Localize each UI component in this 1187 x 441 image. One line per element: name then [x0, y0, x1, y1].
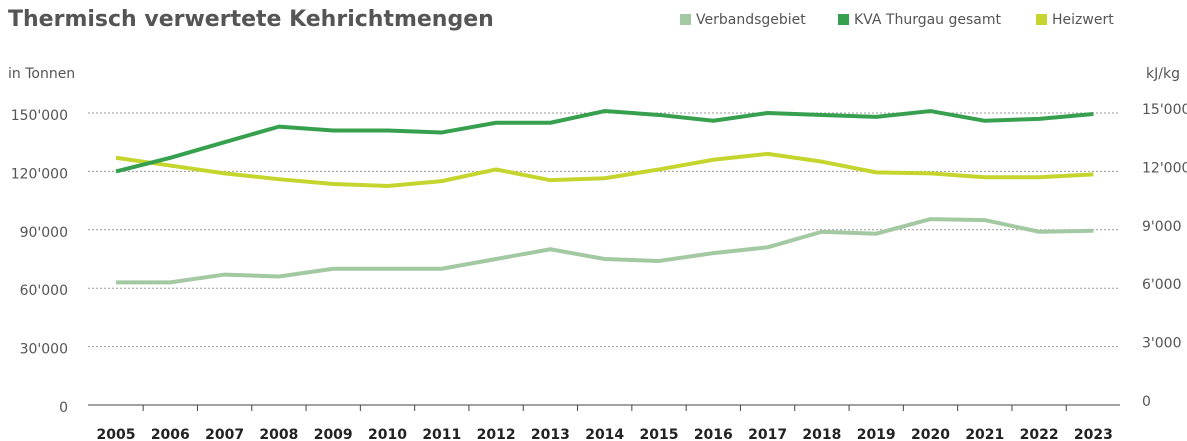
x-tick-label: 2019 — [857, 427, 896, 441]
x-tick-label: 2005 — [97, 427, 136, 441]
y-tick-label: 90'000 — [20, 225, 68, 241]
x-tick-label: 2016 — [694, 427, 733, 441]
series-line — [115, 109, 1094, 174]
legend-swatch — [680, 14, 691, 25]
x-tick-label: 2010 — [368, 427, 407, 441]
series-line — [116, 217, 1094, 285]
x-tick-label: 2012 — [477, 427, 516, 441]
y2-tick-label: 6'000 — [1142, 277, 1181, 293]
x-tick-label: 2018 — [802, 427, 841, 441]
y-tick-label: 120'000 — [11, 166, 68, 182]
x-tick-label: 2008 — [259, 427, 298, 441]
legend-swatch — [838, 14, 849, 25]
chart-title: Thermisch verwertete Kehrichtmengen — [8, 7, 494, 32]
x-tick-label: 2007 — [205, 427, 244, 441]
series-line — [115, 151, 1094, 188]
y-tick-label: 30'000 — [20, 342, 68, 358]
x-tick-label: 2021 — [965, 427, 1004, 441]
legend-label: Heizwert — [1052, 12, 1114, 28]
x-tick-label: 2015 — [640, 427, 679, 441]
x-tick-label: 2013 — [531, 427, 570, 441]
y-axis-label: in Tonnen — [8, 66, 75, 82]
y-tick-label: 150'000 — [11, 108, 68, 124]
legend-swatch — [1036, 14, 1047, 25]
x-tick-label: 2009 — [314, 427, 353, 441]
legend-label: KVA Thurgau gesamt — [854, 12, 1001, 28]
y2-tick-label: 9'000 — [1142, 219, 1181, 235]
y-tick-label: 60'000 — [20, 283, 68, 299]
y2-tick-label: 12'000 — [1142, 160, 1187, 176]
y2-axis-label: kJ/kg — [1146, 66, 1180, 82]
x-tick-label: 2006 — [151, 427, 190, 441]
x-tick-label: 2017 — [748, 427, 787, 441]
x-tick-label: 2020 — [911, 427, 950, 441]
x-tick-label: 2023 — [1074, 427, 1113, 441]
y2-tick-label: 0 — [1142, 394, 1151, 410]
x-tick-label: 2011 — [422, 427, 461, 441]
y2-tick-label: 15'000 — [1142, 102, 1187, 118]
y-tick-label: 0 — [59, 400, 68, 416]
x-tick-label: 2014 — [585, 427, 624, 441]
y2-tick-label: 3'000 — [1142, 336, 1181, 352]
x-tick-label: 2022 — [1020, 427, 1059, 441]
legend-label: Verbandsgebiet — [696, 12, 806, 28]
